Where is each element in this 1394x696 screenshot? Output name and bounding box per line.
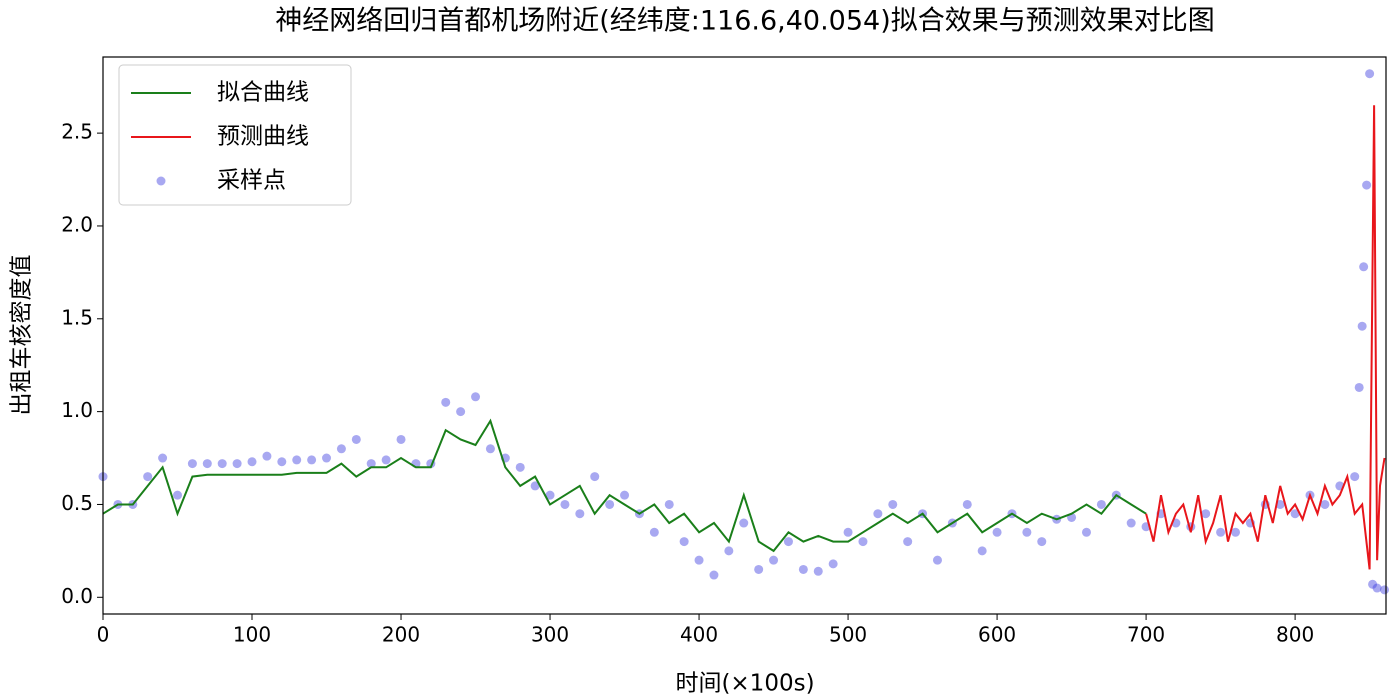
sample-point <box>649 527 659 537</box>
sample-point <box>560 499 570 509</box>
x-tick-label: 600 <box>978 623 1016 647</box>
x-tick-label: 700 <box>1127 623 1165 647</box>
sample-point <box>530 481 540 491</box>
y-tick-label: 1.5 <box>61 305 93 329</box>
sample-point <box>932 555 942 565</box>
sample-point <box>143 472 153 482</box>
sample-point <box>709 570 719 580</box>
sample-point <box>828 559 838 569</box>
sample-point <box>739 518 749 528</box>
x-tick-label: 100 <box>233 623 271 647</box>
sample-point <box>1354 382 1364 392</box>
line-series <box>1145 105 1386 570</box>
x-tick-label: 300 <box>531 623 569 647</box>
sample-point <box>664 499 674 509</box>
sample-point <box>336 444 346 454</box>
sample-point <box>858 537 868 547</box>
sample-point <box>679 537 689 547</box>
sample-point <box>217 459 227 469</box>
sample-point <box>962 499 972 509</box>
sample-point <box>605 499 615 509</box>
sample-point <box>1359 262 1369 272</box>
plot-frame <box>102 56 1387 615</box>
sample-point <box>977 546 987 556</box>
sample-point <box>1380 585 1390 595</box>
y-tick-label: 0.0 <box>61 584 93 608</box>
x-tick-label: 800 <box>1276 623 1314 647</box>
sample-point <box>575 509 585 519</box>
x-tick-label: 0 <box>97 623 110 647</box>
sample-point <box>694 555 704 565</box>
y-axis-label: 出租车核密度值 <box>9 255 35 416</box>
sample-point <box>292 455 302 465</box>
sample-point <box>1022 527 1032 537</box>
sample-point <box>158 453 168 463</box>
sample-point <box>262 451 272 461</box>
sample-point <box>173 490 183 500</box>
sample-point <box>783 537 793 547</box>
sample-point <box>903 537 913 547</box>
sample-point <box>545 490 555 500</box>
y-tick-label: 0.5 <box>61 491 93 515</box>
sample-point <box>1216 527 1226 537</box>
sample-point <box>381 455 391 465</box>
sample-point <box>754 564 764 574</box>
y-tick-label: 2.0 <box>61 212 93 236</box>
sample-point <box>1201 509 1211 519</box>
sample-point <box>471 392 481 402</box>
x-tick-label: 200 <box>382 623 420 647</box>
sample-point <box>724 546 734 556</box>
sample-point <box>1365 69 1375 79</box>
sample-point <box>396 434 406 444</box>
sample-point <box>1368 579 1378 589</box>
sample-point <box>590 472 600 482</box>
sample-point <box>798 564 808 574</box>
sample-point <box>187 459 197 469</box>
sample-point <box>202 459 212 469</box>
legend-marker <box>156 176 166 186</box>
sample-point <box>843 527 853 537</box>
y-tick-label: 2.5 <box>61 120 93 144</box>
sample-point <box>456 407 466 417</box>
sample-point <box>485 444 495 454</box>
line-series <box>102 418 1147 553</box>
sample-point <box>441 397 451 407</box>
sample-point <box>1357 321 1367 331</box>
legend-box <box>118 64 352 206</box>
sample-point <box>1096 499 1106 509</box>
sample-point <box>307 455 317 465</box>
sample-point <box>277 457 287 467</box>
sample-point <box>1037 537 1047 547</box>
y-tick-label: 1.0 <box>61 398 93 422</box>
sample-point <box>351 434 361 444</box>
sample-point <box>1290 509 1300 519</box>
x-tick-label: 500 <box>829 623 867 647</box>
sample-point <box>322 453 332 463</box>
legend-label: 预测曲线 <box>217 124 309 150</box>
sample-point <box>1372 583 1382 593</box>
sample-point <box>366 459 376 469</box>
sample-point <box>515 462 525 472</box>
sample-point <box>1126 518 1136 528</box>
legend-label: 采样点 <box>217 168 286 194</box>
chart-title: 神经网络回归首都机场附近(经纬度:116.6,40.054)拟合效果与预测效果对… <box>275 6 1215 37</box>
sample-point <box>769 555 779 565</box>
sample-point <box>1081 527 1091 537</box>
sample-point <box>1362 180 1372 190</box>
sample-point <box>620 490 630 500</box>
sample-point <box>1230 527 1240 537</box>
legend-label: 拟合曲线 <box>217 80 309 106</box>
sample-point <box>813 566 823 576</box>
sample-point <box>232 459 242 469</box>
sample-point <box>873 509 883 519</box>
sample-point <box>1320 499 1330 509</box>
sample-point <box>992 527 1002 537</box>
sample-point <box>1350 472 1360 482</box>
x-axis-label: 时间(×100s) <box>675 671 814 696</box>
sample-point <box>888 499 898 509</box>
sample-point <box>247 457 257 467</box>
x-tick-label: 400 <box>680 623 718 647</box>
